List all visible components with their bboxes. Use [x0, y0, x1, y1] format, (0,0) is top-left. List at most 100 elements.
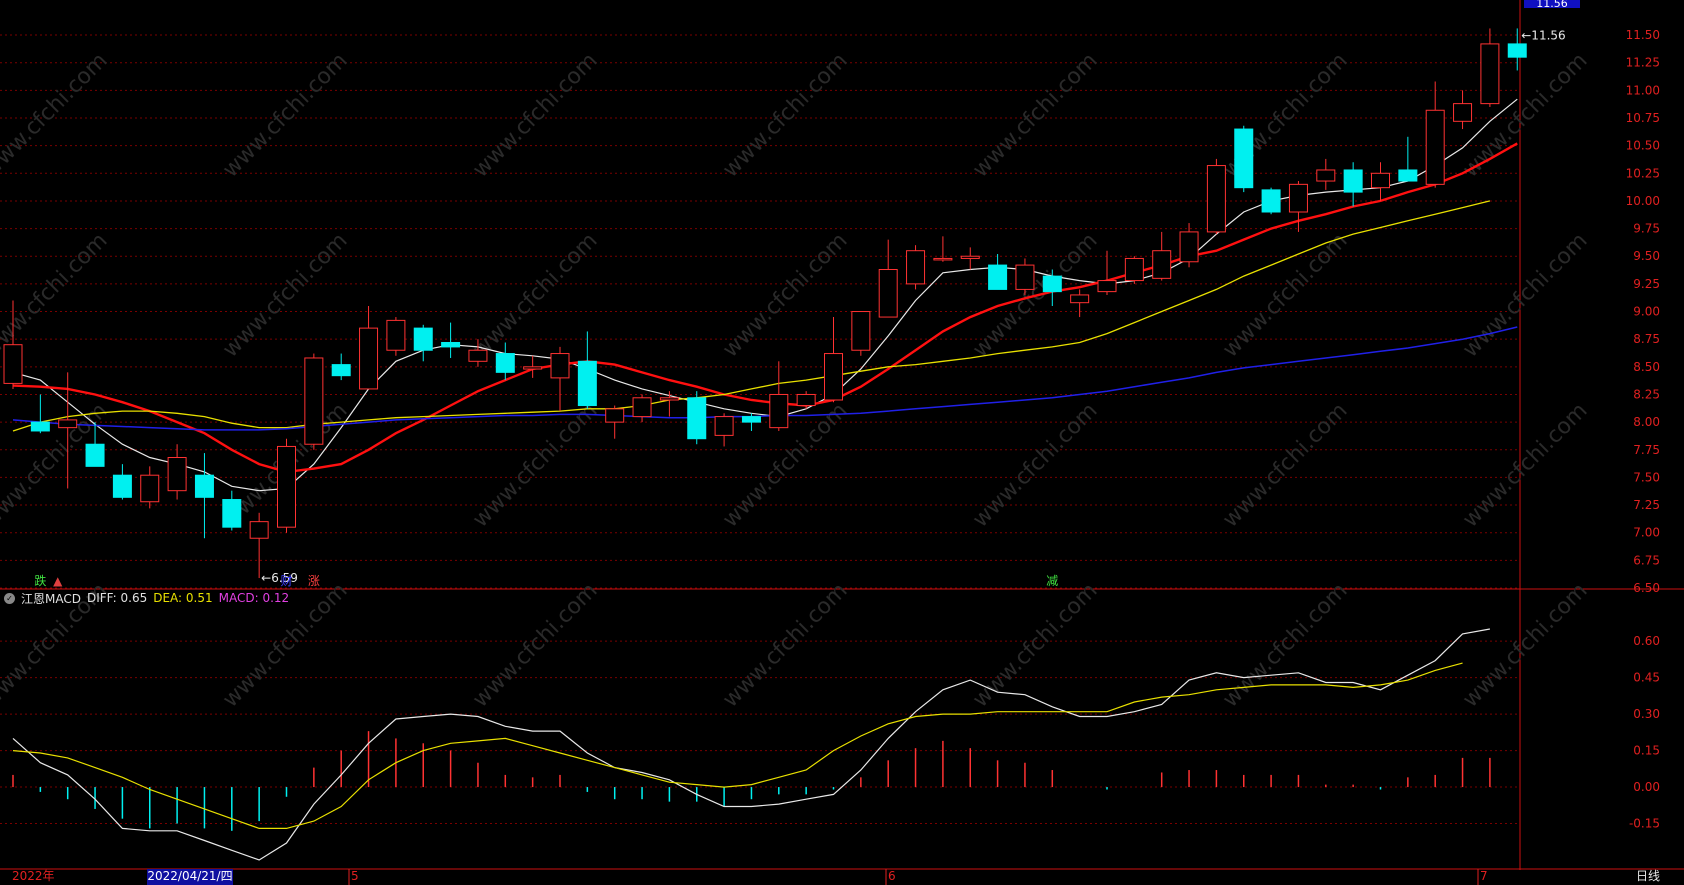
candle — [851, 311, 871, 356]
date-axis: 2022年 2022/04/21/四 5 6 7 日线 — [12, 869, 1660, 885]
candle — [85, 422, 105, 467]
candle-body — [824, 353, 843, 401]
candle-body — [632, 397, 652, 418]
candle-body — [140, 474, 160, 503]
price-tick-label: 10.25 — [1626, 166, 1660, 180]
high-price-annotation: ←11.56 — [1521, 28, 1565, 42]
candle — [249, 512, 269, 579]
annotations: ←11.56 ←6.59 跌 ▲ 财 涨 减 — [34, 28, 1565, 588]
price-tick-label: 6.50 — [1633, 581, 1660, 595]
price-tick-label: 10.75 — [1626, 111, 1660, 125]
candle — [1261, 187, 1281, 215]
candle — [1042, 269, 1062, 306]
candle-body — [249, 521, 269, 539]
candle — [468, 339, 488, 367]
candle — [1343, 162, 1363, 207]
dea-value: DEA: 0.51 — [153, 591, 213, 605]
price-tick-label: 9.00 — [1633, 305, 1660, 319]
candle — [1507, 28, 1527, 71]
candle-body — [1398, 169, 1418, 182]
candle — [1124, 256, 1144, 284]
candle — [1453, 90, 1473, 130]
candle — [304, 353, 324, 450]
price-tick-label: 7.75 — [1633, 443, 1660, 457]
macd-tick-label: 0.00 — [1633, 780, 1660, 794]
event-marker: 减 — [1046, 574, 1058, 588]
candle-body — [988, 264, 1008, 290]
indicator-name[interactable]: 江恩MACD — [21, 591, 81, 606]
candle-body — [1070, 294, 1090, 304]
candle-body — [112, 474, 132, 498]
candle — [550, 346, 570, 412]
candle — [140, 466, 160, 509]
candle-body — [550, 353, 570, 379]
candle-body — [1371, 172, 1390, 189]
ma-line-1 — [12, 142, 1518, 474]
candle — [359, 306, 379, 390]
candle-body — [933, 257, 953, 261]
candle — [659, 391, 679, 417]
candle-body — [30, 421, 50, 432]
candle — [386, 317, 406, 356]
dea-line — [12, 662, 1463, 830]
ma-line-3 — [12, 326, 1518, 431]
candle — [1425, 81, 1445, 188]
price-tick-label: 8.25 — [1633, 387, 1660, 401]
macd-panel[interactable] — [12, 628, 1491, 861]
indicator-legend: ✓ 江恩MACD DIFF: 0.65 DEA: 0.51 MACD: 0.12 — [4, 589, 289, 607]
candle — [796, 391, 816, 409]
candle-body — [304, 357, 324, 445]
macd-tick-label: 0.45 — [1633, 671, 1660, 685]
candle — [988, 254, 1008, 290]
indicator-toggle-icon[interactable]: ✓ — [4, 592, 15, 604]
candle-body — [85, 443, 105, 467]
price-tick-label: 10.50 — [1626, 139, 1660, 153]
candle — [1316, 158, 1336, 190]
candle-body — [577, 360, 597, 407]
candle-body — [605, 408, 625, 423]
candle — [194, 453, 214, 539]
candle-body — [906, 250, 926, 285]
candle-body — [1152, 250, 1172, 279]
candle — [495, 342, 515, 381]
candle — [1070, 289, 1090, 318]
price-tick-label: 9.25 — [1633, 277, 1660, 291]
candle-body — [222, 499, 242, 528]
candle-body — [1507, 43, 1527, 58]
macd-value: MACD: 0.12 — [218, 591, 290, 605]
candle-body — [714, 416, 734, 436]
candle-body — [1316, 169, 1336, 182]
candle — [906, 245, 926, 290]
macd-tick-label: 0.15 — [1633, 744, 1660, 758]
candle-body — [386, 319, 406, 351]
candle-body — [1234, 128, 1254, 189]
candle-body — [878, 269, 898, 318]
candle — [277, 438, 296, 533]
candle-body — [468, 349, 488, 362]
candle-body — [3, 344, 23, 384]
price-axis: 11.50 11.25 11.00 10.75 10.50 10.25 10.00 9.75 9… — [1524, 0, 1660, 831]
candle — [523, 355, 543, 378]
candle-body — [960, 255, 980, 259]
price-tick-label: 8.00 — [1633, 415, 1660, 429]
candle — [441, 322, 461, 358]
candle-body — [769, 393, 789, 429]
event-marker: 涨 — [308, 573, 320, 588]
candle-body — [495, 353, 515, 373]
candles[interactable] — [3, 28, 1527, 579]
candle — [714, 413, 734, 447]
candle-body — [194, 474, 214, 498]
event-marker: ▲ — [53, 574, 63, 588]
candle — [577, 331, 597, 409]
price-tick-label: 8.75 — [1633, 332, 1660, 346]
candle — [1234, 125, 1254, 193]
candle — [1288, 181, 1308, 232]
candle-body — [359, 327, 379, 390]
candle — [1371, 162, 1390, 201]
candle — [222, 490, 242, 531]
month-label: 6 — [888, 869, 896, 883]
cursor-date-label: 2022/04/21/四 — [147, 869, 232, 883]
month-label: 5 — [351, 869, 359, 883]
